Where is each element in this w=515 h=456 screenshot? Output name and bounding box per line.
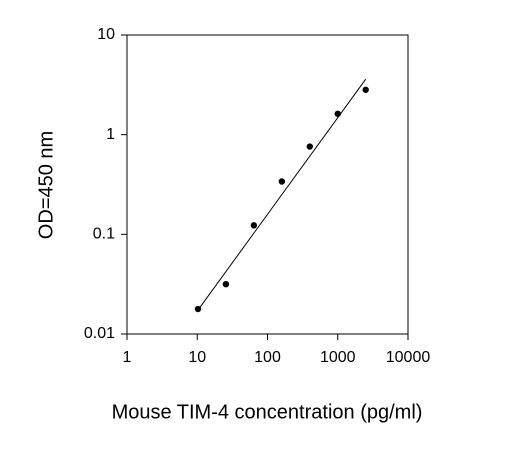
y-tick-label: 10 <box>97 26 115 43</box>
x-tick-label: 1000 <box>320 349 356 366</box>
y-tick-label: 0.1 <box>93 226 115 243</box>
fit-line <box>196 78 367 312</box>
data-point <box>334 110 341 117</box>
x-tick-label: 10000 <box>386 349 431 366</box>
y-tick-label: 0.01 <box>84 325 115 342</box>
x-tick-label: 10 <box>188 349 206 366</box>
data-point <box>306 143 313 150</box>
data-point <box>250 222 258 229</box>
data-point <box>362 86 369 93</box>
data-point <box>194 305 202 313</box>
x-axis-title: Mouse TIM-4 concentration (pg/ml) <box>112 401 423 423</box>
y-axis-title: OD=450 nm <box>35 131 57 239</box>
x-tick-label: 1 <box>123 349 132 366</box>
y-tick-label: 1 <box>106 126 115 143</box>
x-tick-label: 100 <box>254 349 281 366</box>
data-point <box>222 280 230 288</box>
data-point <box>278 178 286 185</box>
